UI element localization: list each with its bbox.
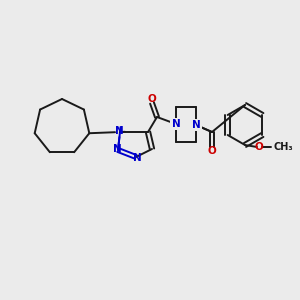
Text: O: O bbox=[208, 146, 216, 156]
Text: N: N bbox=[192, 120, 200, 130]
Text: N: N bbox=[115, 126, 123, 136]
Text: N: N bbox=[112, 144, 122, 154]
Text: N: N bbox=[133, 153, 141, 163]
Text: O: O bbox=[148, 94, 156, 104]
Text: O: O bbox=[255, 142, 263, 152]
Text: CH₃: CH₃ bbox=[274, 142, 294, 152]
Text: N: N bbox=[172, 119, 180, 129]
